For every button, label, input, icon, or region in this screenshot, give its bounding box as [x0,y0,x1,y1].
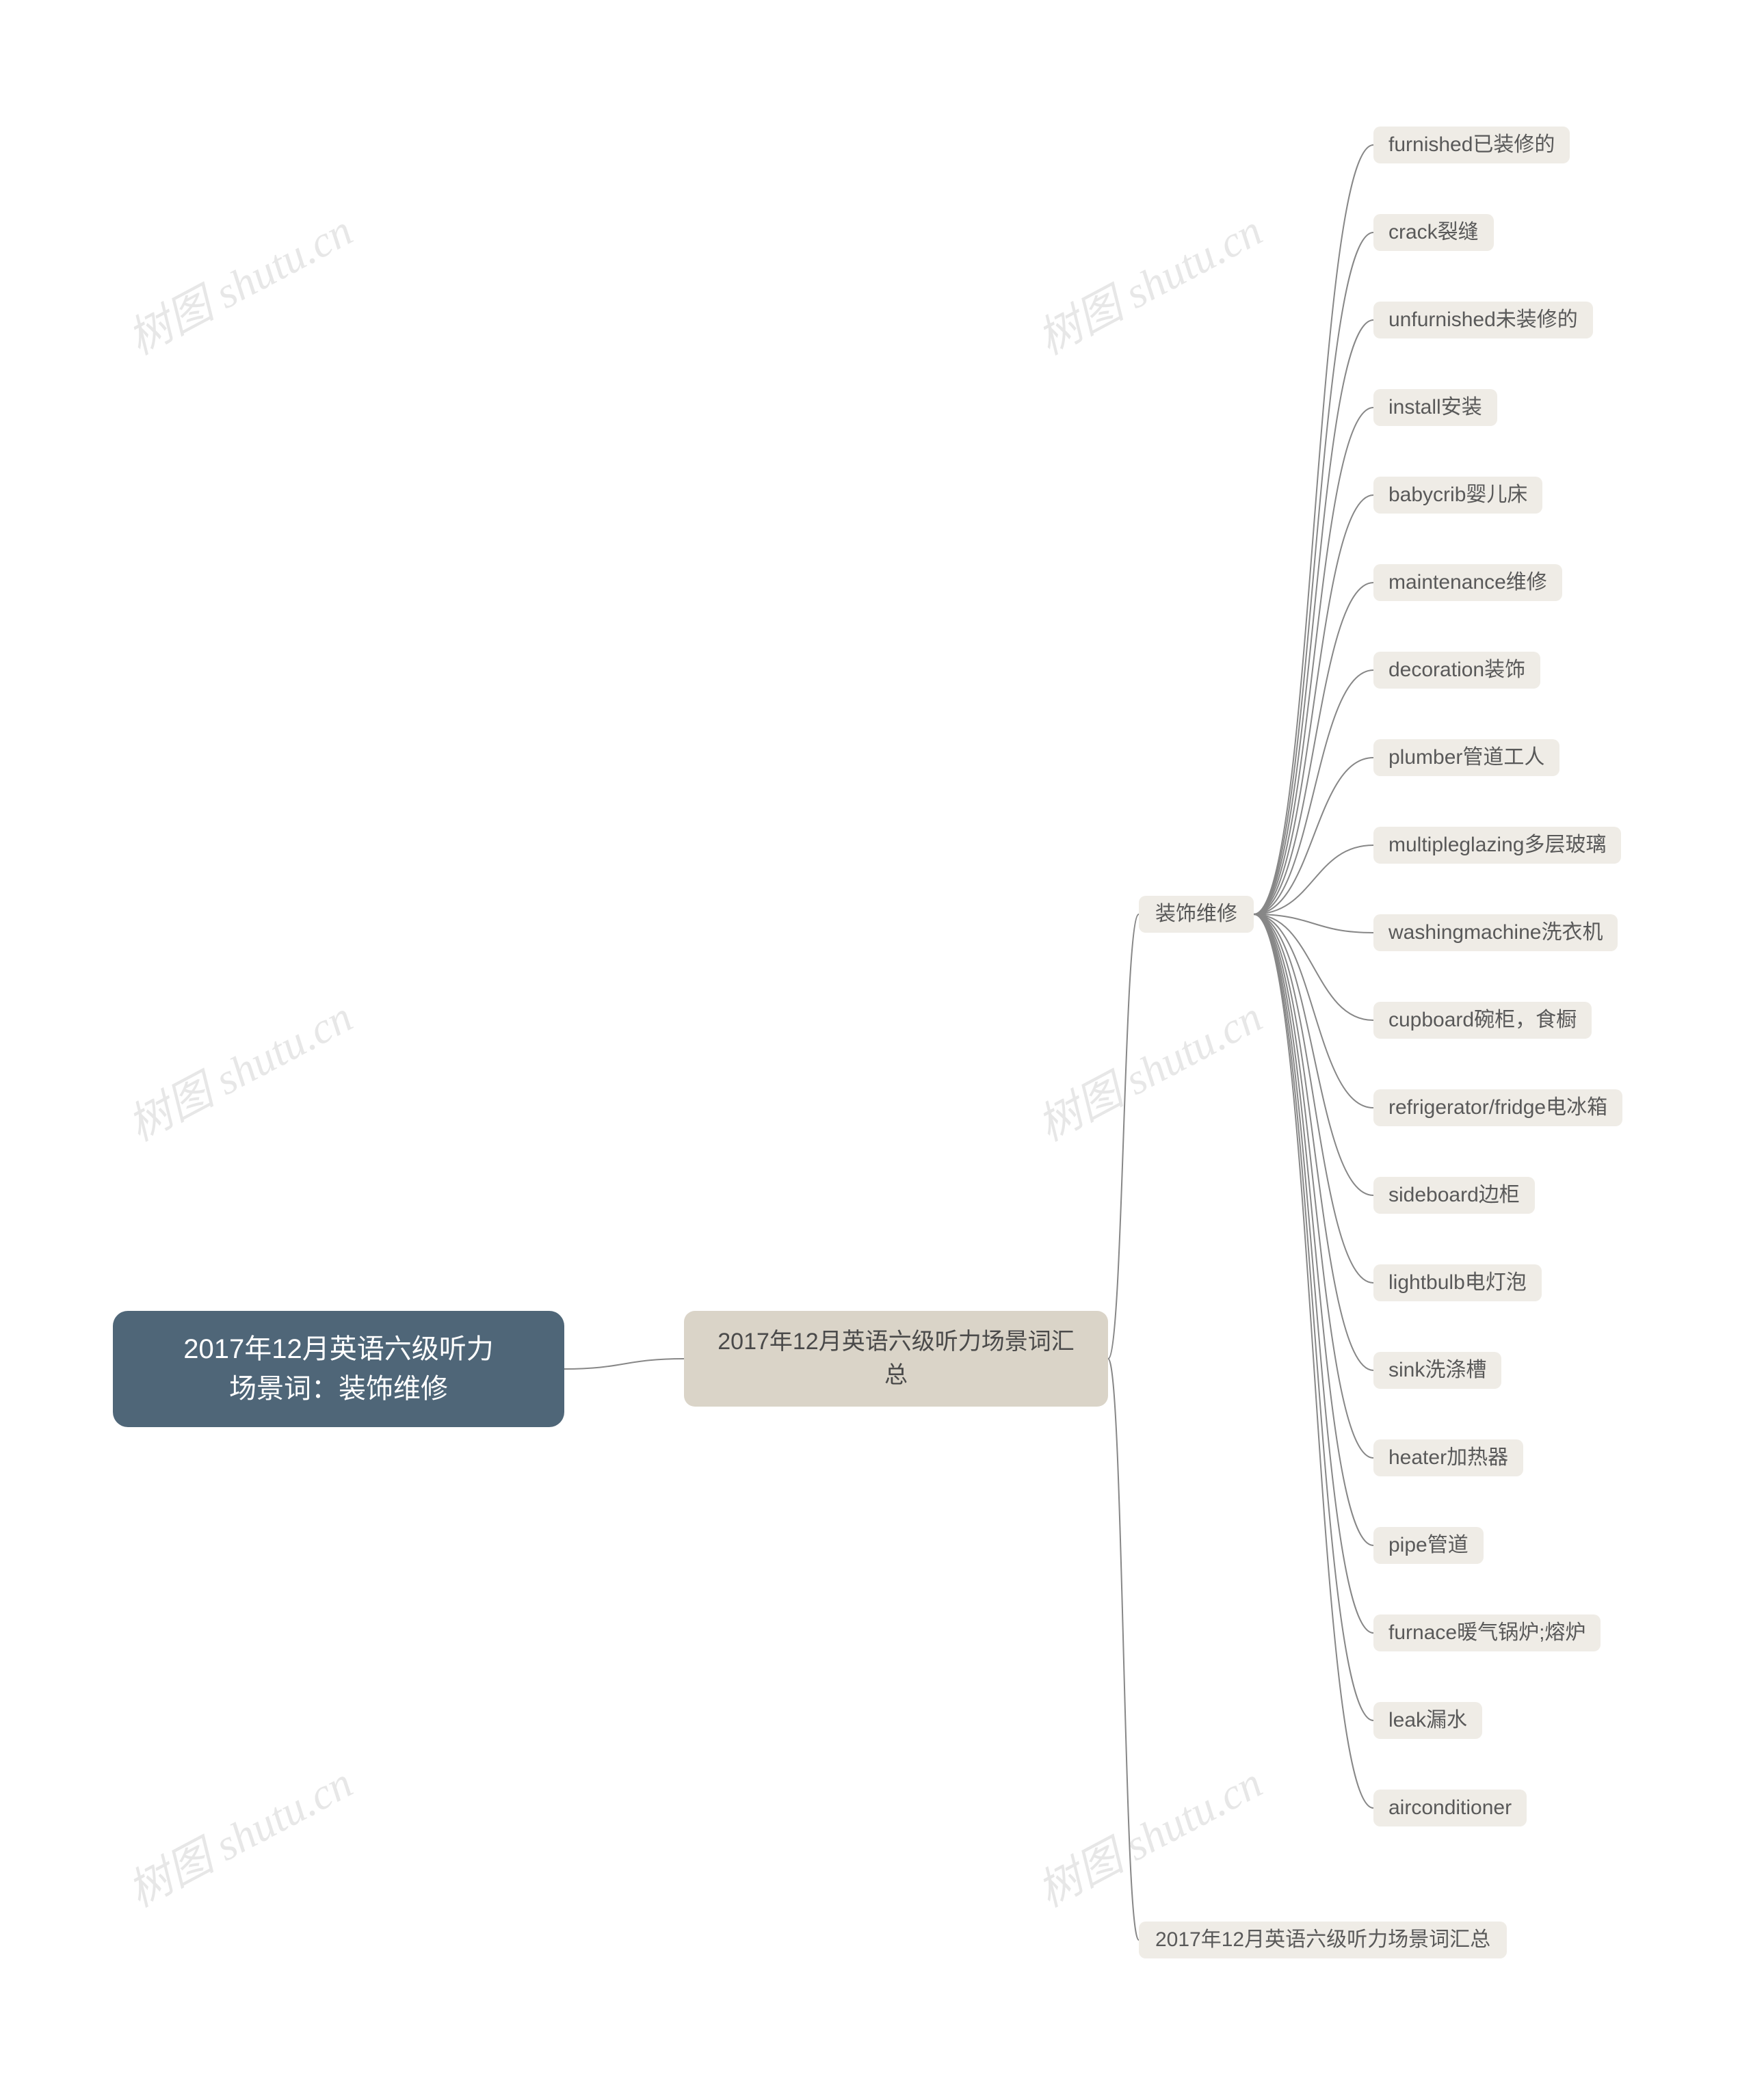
leaf-node: leak漏水 [1373,1702,1482,1739]
watermark: 树图 shutu.cn [1025,983,1271,1154]
root-node: 2017年12月英语六级听力 场景词：装饰维修 [113,1311,564,1427]
leaf-node: cupboard碗柜，食橱 [1373,1002,1592,1039]
leaf-node: heater加热器 [1373,1439,1523,1476]
level2-footer-node: 2017年12月英语六级听力场景词汇总 [1139,1922,1507,1958]
watermark: 树图 shutu.cn [1025,196,1271,367]
leaf-node: babycrib婴儿床 [1373,477,1542,514]
leaf-node: lightbulb电灯泡 [1373,1264,1542,1301]
leaf-node: sideboard边柜 [1373,1177,1535,1214]
leaf-node: decoration装饰 [1373,652,1540,689]
level2-group-node: 装饰维修 [1139,896,1254,933]
watermark: 树图 shutu.cn [115,196,361,367]
leaf-node: furnished已装修的 [1373,127,1570,163]
leaf-node: maintenance维修 [1373,564,1562,601]
leaf-node: unfurnished未装修的 [1373,302,1593,338]
leaf-node: multipleglazing多层玻璃 [1373,827,1621,864]
watermark: 树图 shutu.cn [1025,1749,1271,1919]
mindmap-canvas: 树图 shutu.cn 树图 shutu.cn 树图 shutu.cn 树图 shut… [0,0,1751,2100]
leaf-node: install安装 [1373,389,1497,426]
level1-node: 2017年12月英语六级听力场景词汇 总 [684,1311,1108,1407]
watermark: 树图 shutu.cn [115,983,361,1154]
watermark: 树图 shutu.cn [115,1749,361,1919]
leaf-node: crack裂缝 [1373,214,1494,251]
leaf-node: furnace暖气锅炉;熔炉 [1373,1614,1601,1651]
leaf-node: plumber管道工人 [1373,739,1559,776]
leaf-node: pipe管道 [1373,1527,1484,1564]
leaf-node: washingmachine洗衣机 [1373,914,1618,951]
leaf-node: refrigerator/fridge电冰箱 [1373,1089,1622,1126]
leaf-node: airconditioner [1373,1790,1527,1826]
leaf-node: sink洗涤槽 [1373,1352,1501,1389]
